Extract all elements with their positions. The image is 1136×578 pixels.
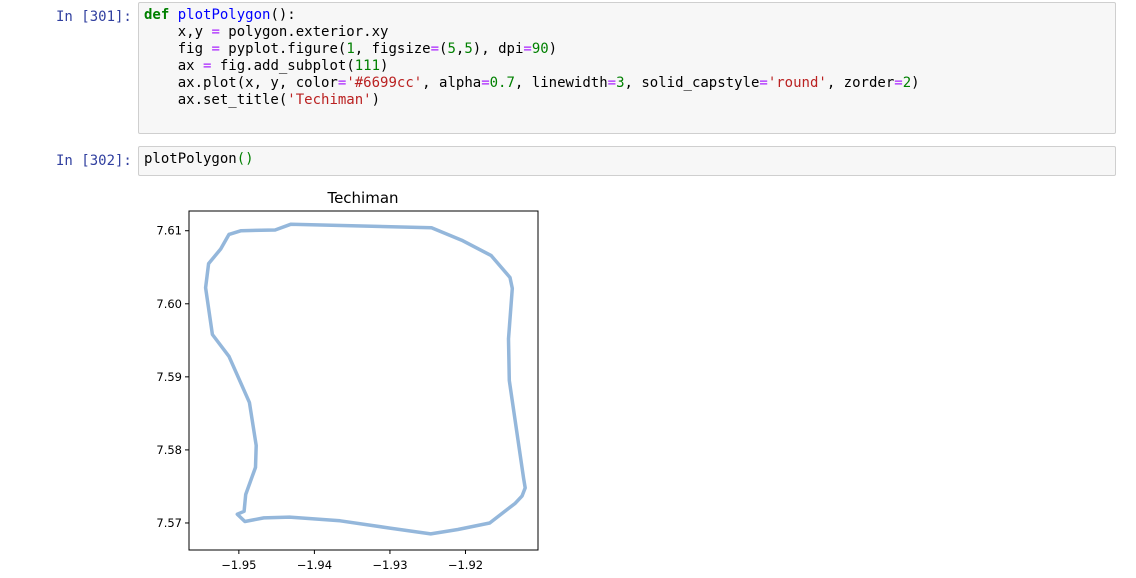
- code-token: ax.plot(x, y, color: [144, 75, 338, 91]
- code-token: =: [607, 75, 617, 91]
- code-token: , figsize: [354, 41, 431, 57]
- code-token: 5: [447, 41, 456, 57]
- code-token: 5: [464, 41, 473, 57]
- code-token: plotPolygon: [177, 7, 271, 23]
- x-tick-label: −1.94: [297, 558, 332, 572]
- code-token: 1: [346, 41, 355, 57]
- code-token: ax.set_title(: [144, 92, 288, 108]
- y-tick-label: 7.59: [156, 370, 182, 384]
- code-token: def: [144, 7, 170, 23]
- code-token: polygon.exterior.xy: [219, 24, 389, 40]
- code-token: , linewidth: [514, 75, 608, 91]
- code-token: 0.7: [489, 75, 515, 91]
- polygon-line: [203, 222, 527, 536]
- series-layer: [203, 222, 527, 536]
- code-token: ): [380, 58, 389, 74]
- code-token: =: [337, 75, 347, 91]
- code-token: (): [236, 151, 254, 167]
- code-token: pyplot.figure(: [219, 41, 347, 57]
- code-token: =: [430, 41, 440, 57]
- y-tick-label: 7.61: [156, 224, 182, 238]
- code-token: 90: [531, 41, 549, 57]
- code-token: =: [211, 41, 220, 57]
- code-token: ax: [144, 58, 204, 74]
- code-token: ): [371, 92, 381, 108]
- code-token: =: [894, 75, 903, 91]
- code-token: ():: [270, 7, 296, 23]
- code-token: ,: [455, 41, 465, 57]
- code-token: ): [548, 41, 558, 57]
- cell-prompt: In [302]:: [56, 153, 132, 169]
- y-tick-label: 7.57: [156, 516, 182, 530]
- chart-title: Techiman: [326, 189, 398, 207]
- code-token: 'Techiman': [287, 92, 372, 108]
- code-input-area[interactable]: plotPolygon(): [138, 146, 1116, 176]
- code-token: 3: [616, 75, 625, 91]
- code-token: 2: [902, 75, 912, 91]
- code-token: (: [439, 41, 448, 57]
- y-axis: 7.57 7.58 7.59 7.60 7.61: [156, 224, 189, 530]
- code-token: =: [759, 75, 768, 91]
- x-axis: −1.95 −1.94 −1.93 −1.92: [221, 550, 483, 572]
- code-token: x,y: [144, 24, 212, 40]
- code-token: =: [481, 75, 490, 91]
- code-token: ): [911, 75, 920, 91]
- code-token: , zorder: [826, 75, 895, 91]
- cell-prompt: In [301]:: [56, 9, 132, 25]
- code-token: [169, 7, 177, 23]
- code-token: 111: [354, 58, 381, 74]
- code-token: =: [211, 24, 220, 40]
- x-tick-label: −1.93: [372, 558, 407, 572]
- code-token: fig.add_subplot(: [211, 58, 355, 74]
- code-input-area[interactable]: def plotPolygon(): x,y = polygon.exterio…: [138, 2, 1116, 134]
- x-tick-label: −1.92: [448, 558, 483, 572]
- code-editor[interactable]: plotPolygon(): [139, 147, 1115, 172]
- code-token: =: [523, 41, 532, 57]
- y-tick-label: 7.58: [156, 443, 182, 457]
- code-token: '#6699cc': [346, 75, 423, 91]
- code-token: =: [203, 58, 212, 74]
- x-tick-label: −1.95: [221, 558, 256, 572]
- y-tick-label: 7.60: [156, 297, 182, 311]
- output-plot: Techiman 7.57 7.58 7.59 7.60 7.61 −1.95 −1.94…: [156, 189, 539, 572]
- code-token: , solid_capstyle: [624, 75, 760, 91]
- code-token: plotPolygon: [144, 151, 237, 167]
- code-token: ), dpi: [472, 41, 524, 57]
- code-token: , alpha: [422, 75, 482, 91]
- code-editor[interactable]: def plotPolygon(): x,y = polygon.exterio…: [139, 3, 1115, 113]
- code-token: 'round': [767, 75, 827, 91]
- code-token: fig: [144, 41, 212, 57]
